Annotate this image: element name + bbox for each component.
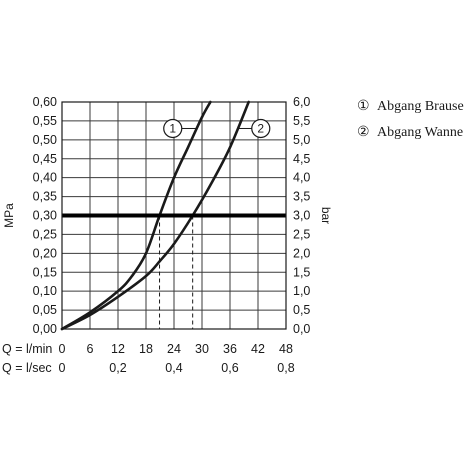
y-right-tick-label: 1,0 <box>293 284 310 298</box>
y-right-tick-labels: 0,0 0,5 1,0 1,5 2,0 2,5 3,0 3,5 4,0 4,5 5,0 5,5 6,0 <box>293 95 310 336</box>
plot-frame <box>61 101 287 330</box>
y-left-tick-labels: 0,00 0,05 0,10 0,15 0,20 0,25 0,30 0,35 0,40 0,45… <box>33 95 57 336</box>
y-right-tick-label: 3,5 <box>293 190 310 204</box>
x-tick-label-lsec: 0,2 <box>109 361 126 375</box>
y-right-tick-label: 0,0 <box>293 322 310 336</box>
y-left-tick-label: 0,20 <box>33 246 57 260</box>
y-right-tick-label: 5,0 <box>293 133 310 147</box>
x-row-label-lmin: Q = l/min <box>2 342 52 356</box>
y-left-tick-label: 0,15 <box>33 265 57 279</box>
curves <box>60 100 250 331</box>
x-tick-label-lsec: 0,4 <box>165 361 182 375</box>
x-row-label-lsec: Q = l/sec <box>2 361 52 375</box>
y-left-tick-label: 0,35 <box>33 190 57 204</box>
y-left-tick-label: 0,50 <box>33 133 57 147</box>
y-right-tick-label: 4,0 <box>293 171 310 185</box>
legend-marker-1: ① <box>357 99 370 114</box>
y-right-tick-label: 6,0 <box>293 95 310 109</box>
y-left-tick-label: 0,30 <box>33 209 57 223</box>
y-left-tick-label: 0,45 <box>33 152 57 166</box>
curve-marker-1: 1 <box>163 118 197 139</box>
x-tick-label-lsec: 0,8 <box>277 361 294 375</box>
x-tick-label-lmin: 48 <box>279 342 293 356</box>
x-tick-label-lmin: 12 <box>111 342 125 356</box>
curve-marker-1-label: 1 <box>169 121 176 135</box>
legend-label-2: Abgang Wanne <box>377 125 463 140</box>
y-left-tick-label: 0,10 <box>33 284 57 298</box>
curve-marker-2: 2 <box>237 118 271 139</box>
y-left-tick-label: 0,05 <box>33 303 57 317</box>
x-tick-label-lmin: 36 <box>223 342 237 356</box>
y-right-tick-label: 2,5 <box>293 227 310 241</box>
y-left-tick-label: 0,25 <box>33 227 57 241</box>
x-tick-labels-lsec: 0 0,2 0,4 0,6 0,8 <box>59 361 295 375</box>
y-right-tick-label: 4,5 <box>293 152 310 166</box>
x-tick-label-lmin: 42 <box>251 342 265 356</box>
y-left-axis-label: MPa <box>2 203 16 228</box>
y-right-tick-label: 3,0 <box>293 209 310 223</box>
drop-lines <box>159 215 194 329</box>
x-tick-label-lsec: 0 <box>59 361 66 375</box>
y-right-tick-label: 2,0 <box>293 246 310 260</box>
legend: ① Abgang Brause ② Abgang Wanne <box>357 99 464 140</box>
x-tick-label-lmin: 24 <box>167 342 181 356</box>
y-right-tick-label: 1,5 <box>293 265 310 279</box>
y-right-tick-label: 5,5 <box>293 114 310 128</box>
y-left-tick-label: 0,40 <box>33 171 57 185</box>
curve-marker-1-circle <box>163 118 183 139</box>
legend-label-1: Abgang Brause <box>377 99 464 114</box>
x-tick-label-lsec: 0,6 <box>221 361 238 375</box>
y-left-tick-label: 0,60 <box>33 95 57 109</box>
legend-marker-2: ② <box>357 125 370 140</box>
y-right-axis-label: bar <box>319 207 333 224</box>
x-tick-labels-lmin: 0 6 12 18 24 30 36 42 48 <box>59 342 293 356</box>
y-right-tick-label: 0,5 <box>293 303 310 317</box>
curve-marker-2-label: 2 <box>257 121 264 135</box>
x-tick-label-lmin: 18 <box>139 342 153 356</box>
series-line-1 <box>60 100 212 331</box>
curve-marker-2-circle <box>251 118 271 139</box>
y-left-tick-label: 0,55 <box>33 114 57 128</box>
series-line-2 <box>60 100 250 331</box>
x-tick-label-lmin: 6 <box>87 342 94 356</box>
y-left-tick-label: 0,00 <box>33 322 57 336</box>
x-tick-label-lmin: 30 <box>195 342 209 356</box>
x-tick-label-lmin: 0 <box>59 342 66 356</box>
